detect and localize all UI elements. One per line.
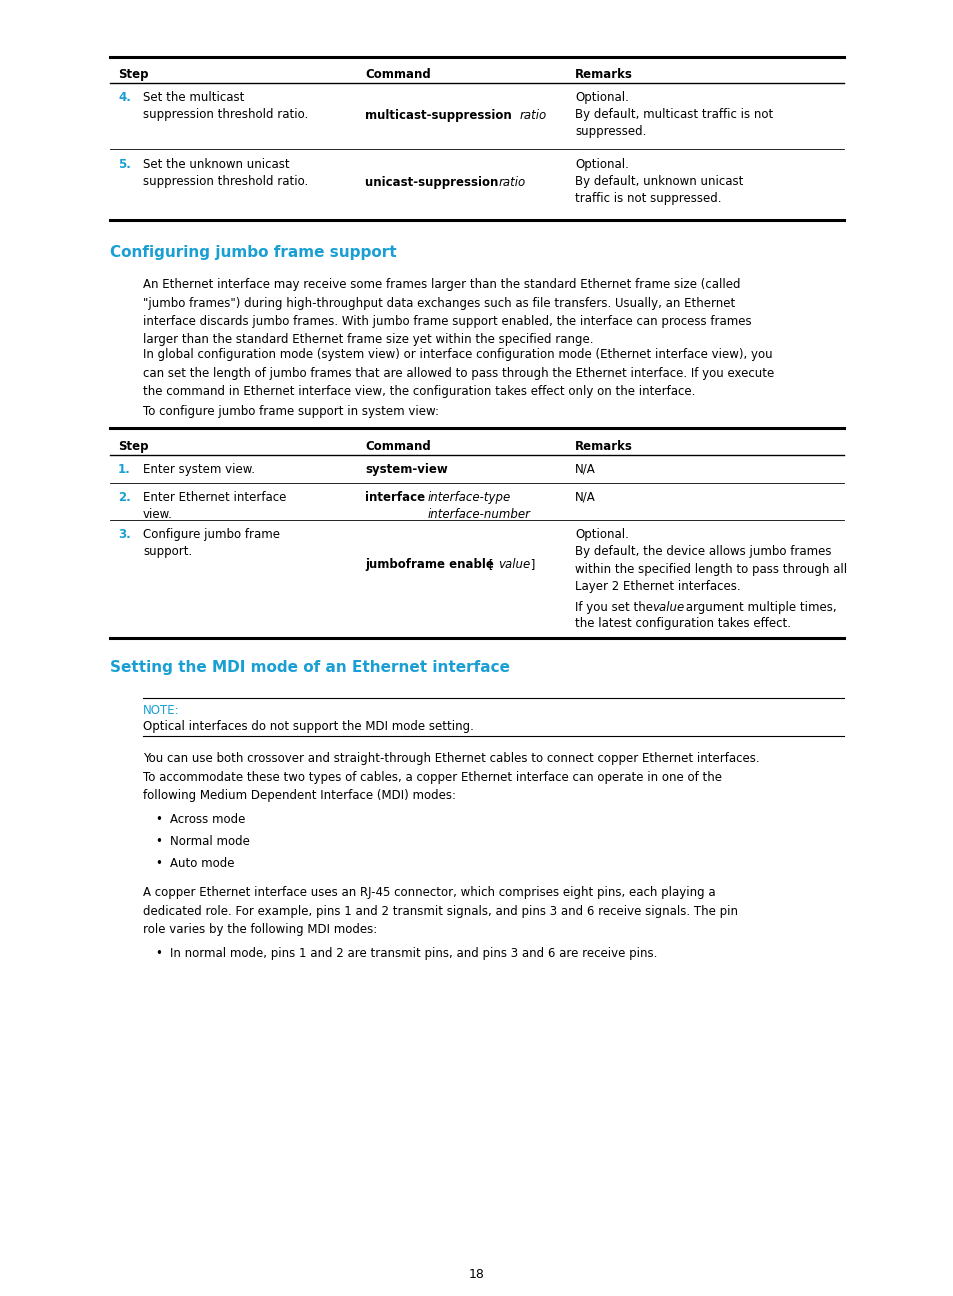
Text: Enter system view.: Enter system view. bbox=[143, 463, 254, 476]
Text: If you set the: If you set the bbox=[575, 601, 656, 614]
Text: Normal mode: Normal mode bbox=[170, 835, 250, 848]
Text: Remarks: Remarks bbox=[575, 441, 632, 454]
Text: By default, the device allows jumbo frames
within the specified length to pass t: By default, the device allows jumbo fram… bbox=[575, 546, 846, 594]
Text: Step: Step bbox=[118, 67, 149, 80]
Text: system-view: system-view bbox=[365, 463, 447, 476]
Text: Set the multicast
suppression threshold ratio.: Set the multicast suppression threshold … bbox=[143, 91, 308, 121]
Text: 1.: 1. bbox=[118, 463, 131, 476]
Text: Optional.: Optional. bbox=[575, 91, 628, 104]
Text: An Ethernet interface may receive some frames larger than the standard Ethernet : An Ethernet interface may receive some f… bbox=[143, 279, 751, 346]
Text: Step: Step bbox=[118, 441, 149, 454]
Text: A copper Ethernet interface uses an RJ-45 connector, which comprises eight pins,: A copper Ethernet interface uses an RJ-4… bbox=[143, 886, 738, 936]
Text: unicast-suppression: unicast-suppression bbox=[365, 176, 502, 189]
Text: [: [ bbox=[484, 559, 497, 572]
Text: Remarks: Remarks bbox=[575, 67, 632, 80]
Text: argument multiple times,: argument multiple times, bbox=[681, 601, 836, 614]
Text: •: • bbox=[154, 857, 162, 870]
Text: •: • bbox=[154, 947, 162, 960]
Text: the latest configuration takes effect.: the latest configuration takes effect. bbox=[575, 617, 790, 630]
Text: Set the unknown unicast
suppression threshold ratio.: Set the unknown unicast suppression thre… bbox=[143, 158, 308, 188]
Text: In normal mode, pins 1 and 2 are transmit pins, and pins 3 and 6 are receive pin: In normal mode, pins 1 and 2 are transmi… bbox=[170, 947, 657, 960]
Text: N/A: N/A bbox=[575, 463, 595, 476]
Text: Configure jumbo frame
support.: Configure jumbo frame support. bbox=[143, 527, 280, 559]
Text: In global configuration mode (system view) or interface configuration mode (Ethe: In global configuration mode (system vie… bbox=[143, 349, 774, 398]
Text: ]: ] bbox=[526, 559, 535, 572]
Text: Optional.: Optional. bbox=[575, 527, 628, 540]
Text: Command: Command bbox=[365, 441, 431, 454]
Text: By default, multicast traffic is not
suppressed.: By default, multicast traffic is not sup… bbox=[575, 108, 773, 137]
Text: N/A: N/A bbox=[575, 491, 595, 504]
Text: NOTE:: NOTE: bbox=[143, 704, 179, 717]
Text: By default, unknown unicast
traffic is not suppressed.: By default, unknown unicast traffic is n… bbox=[575, 175, 742, 205]
Text: •: • bbox=[154, 813, 162, 826]
Text: Command: Command bbox=[365, 67, 431, 80]
Text: value: value bbox=[497, 559, 530, 572]
Text: Enter Ethernet interface
view.: Enter Ethernet interface view. bbox=[143, 491, 286, 521]
Text: 18: 18 bbox=[469, 1267, 484, 1280]
Text: 4.: 4. bbox=[118, 91, 131, 104]
Text: 5.: 5. bbox=[118, 158, 131, 171]
Text: To configure jumbo frame support in system view:: To configure jumbo frame support in syst… bbox=[143, 404, 438, 419]
Text: ratio: ratio bbox=[519, 109, 547, 122]
Text: interface-type
interface-number: interface-type interface-number bbox=[428, 491, 531, 521]
Text: ratio: ratio bbox=[498, 176, 526, 189]
Text: Optional.: Optional. bbox=[575, 158, 628, 171]
Text: You can use both crossover and straight-through Ethernet cables to connect coppe: You can use both crossover and straight-… bbox=[143, 752, 759, 802]
Text: •: • bbox=[154, 835, 162, 848]
Text: Across mode: Across mode bbox=[170, 813, 245, 826]
Text: 2.: 2. bbox=[118, 491, 131, 504]
Text: jumboframe enable: jumboframe enable bbox=[365, 559, 494, 572]
Text: Setting the MDI mode of an Ethernet interface: Setting the MDI mode of an Ethernet inte… bbox=[110, 660, 510, 675]
Text: 3.: 3. bbox=[118, 527, 131, 540]
Text: interface: interface bbox=[365, 491, 429, 504]
Text: multicast-suppression: multicast-suppression bbox=[365, 109, 516, 122]
Text: value: value bbox=[651, 601, 683, 614]
Text: Auto mode: Auto mode bbox=[170, 857, 234, 870]
Text: Optical interfaces do not support the MDI mode setting.: Optical interfaces do not support the MD… bbox=[143, 721, 474, 734]
Text: Configuring jumbo frame support: Configuring jumbo frame support bbox=[110, 245, 396, 260]
